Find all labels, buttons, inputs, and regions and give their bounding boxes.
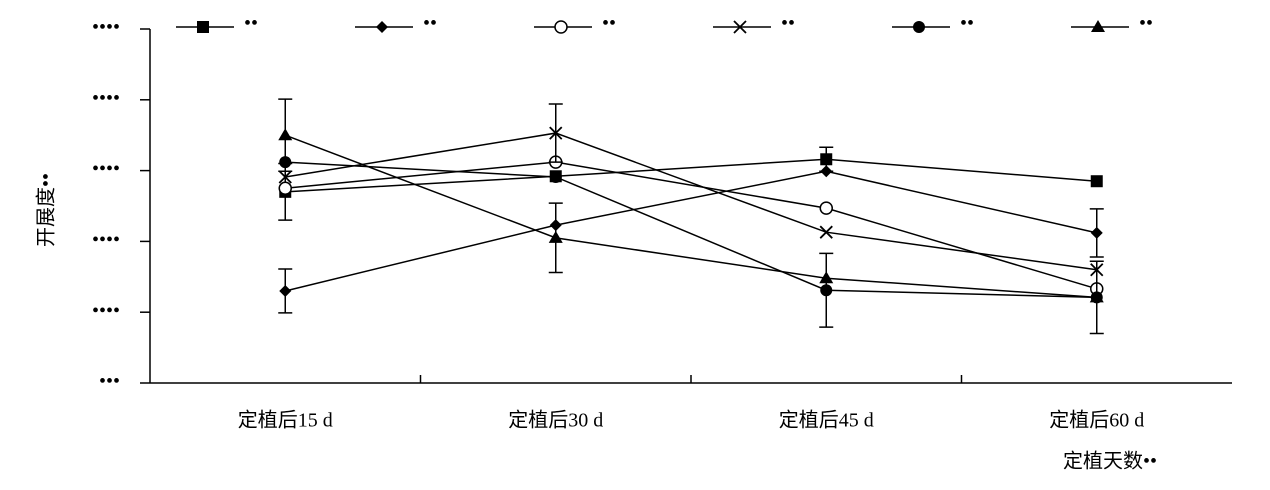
marker: [820, 153, 833, 166]
marker: [1090, 175, 1103, 188]
marker: [819, 225, 833, 239]
y-axis-label: 开展度••: [35, 173, 58, 247]
marker: [278, 128, 293, 141]
y-tick-label: ••••: [92, 158, 120, 180]
marker: [278, 170, 292, 184]
legend-label: ••: [602, 13, 616, 35]
x-tick-label: 定植后45 d: [779, 409, 874, 432]
legend-label: ••: [244, 13, 258, 35]
marker: [819, 201, 833, 215]
legend-marker: [733, 20, 747, 34]
series-line: [285, 161, 1097, 299]
series-line: [285, 158, 1097, 193]
y-tick-label: ••••: [92, 87, 120, 109]
legend-marker: [913, 21, 925, 33]
x-axis-label: 定植天数••: [1063, 450, 1157, 473]
x-tick-label: 定植后30 d: [508, 409, 603, 432]
marker: [549, 170, 562, 183]
x-tick-label: 定植后15 d: [238, 409, 333, 432]
series-line: [285, 161, 1097, 290]
legend-label: ••: [781, 13, 795, 35]
legend-label: ••: [960, 13, 974, 35]
y-tick-label: •••: [99, 371, 120, 393]
marker: [820, 165, 833, 178]
series-line: [285, 132, 1097, 271]
legend-marker: [376, 21, 388, 33]
series-line: [284, 134, 1097, 299]
marker: [819, 271, 834, 284]
marker: [279, 284, 292, 297]
y-tick-label: ••••: [92, 300, 120, 322]
marker: [549, 126, 563, 140]
y-tick-label: ••••: [92, 229, 120, 251]
marker: [820, 284, 833, 297]
legend-label: ••: [1139, 13, 1153, 35]
legend-label: ••: [423, 13, 437, 35]
legend-marker: [1091, 20, 1105, 32]
series-line: [285, 170, 1097, 292]
legend-marker: [197, 21, 209, 33]
marker: [1090, 226, 1103, 239]
marker: [278, 181, 292, 196]
marker: [548, 230, 563, 243]
marker: [1089, 290, 1104, 303]
y-tick-label: ••••: [92, 17, 120, 39]
x-tick-label: 定植后60 d: [1049, 409, 1144, 432]
legend-marker: [554, 20, 568, 34]
